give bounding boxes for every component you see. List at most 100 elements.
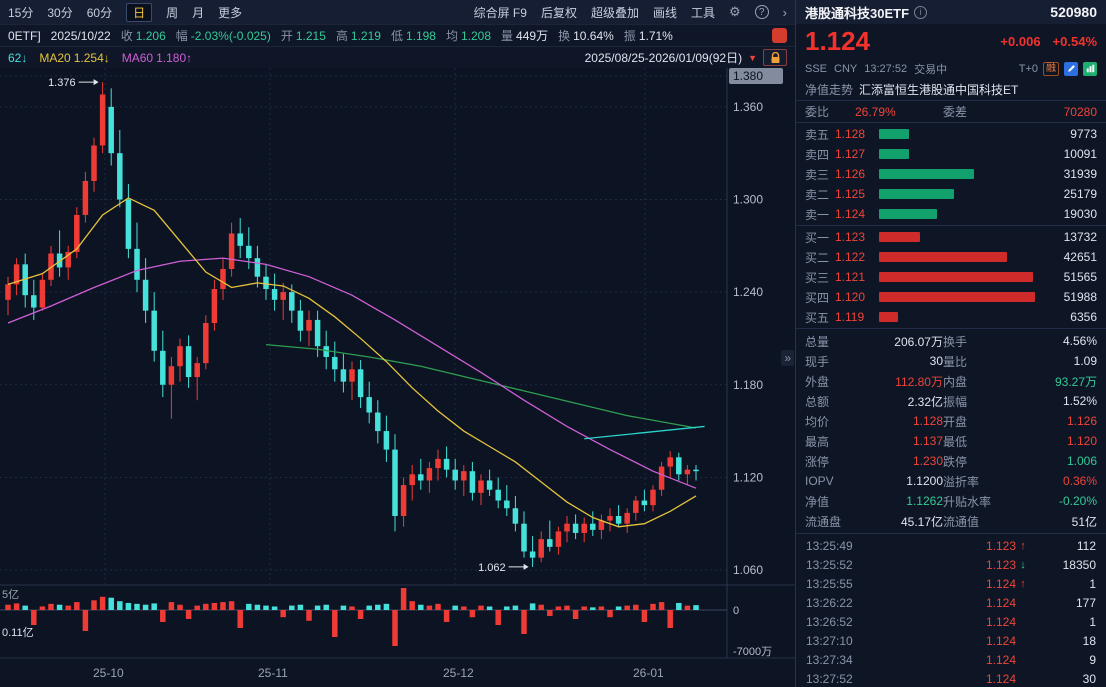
tool-画线[interactable]: 画线 bbox=[652, 5, 677, 20]
flow-axis-labels: 5亿 0.11亿 0 -7000万 bbox=[2, 588, 772, 658]
info-item: 振 1.71% bbox=[624, 27, 673, 44]
bid-row[interactable]: 买四 1.120 51988 bbox=[796, 287, 1106, 307]
ask-row[interactable]: 卖三 1.126 31939 bbox=[796, 164, 1106, 184]
tool-后复权[interactable]: 后复权 bbox=[540, 5, 577, 20]
tick-time: 13:25:55 bbox=[806, 576, 853, 591]
timeframe-tab-15分[interactable]: 15分 bbox=[8, 5, 34, 20]
trend-line bbox=[584, 425, 705, 440]
divider bbox=[796, 328, 1106, 329]
candlestick-chart[interactable]: 1.380 1.360 1.300 1.240 1.180 1.120 1.060 5亿 0.1… bbox=[0, 68, 795, 660]
caret-down-icon[interactable]: ▼ bbox=[748, 52, 757, 63]
info-value: 10.64% bbox=[573, 28, 614, 43]
tool-综合屏 F9[interactable]: 综合屏 F9 bbox=[473, 5, 527, 20]
x-axis-label: 25-10 bbox=[93, 666, 124, 680]
price-change-pct: +0.54% bbox=[1052, 33, 1097, 49]
tick-volume: 177 bbox=[1075, 595, 1096, 610]
tick-time: 13:26:52 bbox=[806, 614, 853, 629]
ma60-line bbox=[7, 257, 697, 489]
lock-button[interactable] bbox=[763, 49, 787, 66]
tool-超级叠加[interactable]: 超级叠加 bbox=[590, 5, 639, 20]
ask-row[interactable]: 卖一 1.124 19030 bbox=[796, 204, 1106, 224]
tick-time: 13:27:10 bbox=[806, 633, 853, 648]
ma-item: 62↓ bbox=[8, 51, 27, 65]
bid-label: 买一 bbox=[805, 230, 830, 245]
ask-price: 1.128 bbox=[835, 127, 866, 141]
panel-expander[interactable]: » bbox=[781, 350, 794, 366]
timeframe-tab-日[interactable]: 日 bbox=[126, 2, 153, 22]
margin-chip[interactable]: 融 bbox=[1043, 61, 1059, 76]
exchange-label: SSE bbox=[805, 62, 828, 75]
edit-icon[interactable] bbox=[1064, 61, 1078, 76]
help-icon[interactable]: ? bbox=[754, 5, 769, 19]
ma-label: MA20 bbox=[39, 50, 71, 65]
tool-工具[interactable]: 工具 bbox=[690, 5, 715, 20]
stat-value: 1.137 bbox=[912, 434, 943, 448]
ask-price: 1.127 bbox=[835, 147, 866, 161]
ask-volume: 25179 bbox=[1063, 187, 1097, 201]
tick-row: 13:27:34 1.124 9 bbox=[796, 650, 1106, 669]
bid-volume: 6356 bbox=[1070, 310, 1097, 324]
date-range[interactable]: 2025/08/25-2026/01/09(92日) bbox=[584, 51, 743, 65]
bid-row[interactable]: 买一 1.123 13732 bbox=[796, 227, 1106, 247]
quote-panel: 港股通科技30ETF i 520980 1.124 +0.006 +0.54% … bbox=[795, 0, 1106, 687]
chart-canvas[interactable]: 1.380 1.360 1.300 1.240 1.180 1.120 1.060 5亿 0.1… bbox=[0, 68, 795, 660]
weibi-value: 26.79% bbox=[855, 104, 896, 119]
info-icon[interactable]: i bbox=[914, 5, 928, 19]
svg-text:0: 0 bbox=[733, 605, 739, 617]
svg-text:1.300: 1.300 bbox=[733, 193, 763, 207]
bid-row[interactable]: 买三 1.121 51565 bbox=[796, 267, 1106, 287]
stat-label: 净值 bbox=[805, 494, 830, 509]
market-meta-row: SSE CNY 13:27:52 交易中 T+0 融 bbox=[796, 58, 1106, 79]
level2-icon[interactable] bbox=[1083, 61, 1097, 76]
bid-volume: 42651 bbox=[1063, 250, 1097, 264]
ask-row[interactable]: 卖五 1.128 9773 bbox=[796, 124, 1106, 144]
tick-volume: 9 bbox=[1089, 652, 1096, 667]
bid-price: 1.119 bbox=[835, 310, 865, 324]
stat-label: 最低 bbox=[943, 434, 968, 449]
stat-value: 0.36% bbox=[1062, 474, 1097, 488]
lock-icon bbox=[771, 51, 779, 63]
ask-row[interactable]: 卖二 1.125 25179 bbox=[796, 184, 1106, 204]
info-value: 1.198 bbox=[405, 28, 436, 43]
info-item: 低 1.198 bbox=[391, 27, 436, 44]
info-item: 量 449万 bbox=[501, 27, 548, 44]
timeframe-tab-30分[interactable]: 30分 bbox=[47, 5, 73, 20]
timeframe-tab-更多[interactable]: 更多 bbox=[218, 5, 243, 20]
stats-grid: 总量 206.07万 换手 4.56% 现手 30 量比 1.09 外盘 112.80万 内盘 93.… bbox=[796, 329, 1106, 533]
bid-label: 买五 bbox=[805, 310, 830, 325]
ask-row[interactable]: 卖四 1.127 10091 bbox=[796, 144, 1106, 164]
ask-depth-bar bbox=[879, 209, 937, 219]
tick-volume: 18 bbox=[1082, 633, 1096, 648]
stat-label: 跌停 bbox=[943, 454, 968, 469]
x-axis-label: 25-12 bbox=[443, 666, 474, 680]
info-label: 幅 bbox=[175, 29, 188, 43]
stat-row: 涨停 1.230 跌停 1.006 bbox=[796, 451, 1106, 471]
bid-bar-wrap bbox=[879, 292, 1035, 302]
weibi-label: 委比 bbox=[805, 105, 830, 119]
ask-label: 卖四 bbox=[805, 147, 830, 162]
chevron-right-icon[interactable]: › bbox=[782, 4, 787, 20]
bid-row[interactable]: 买五 1.119 6356 bbox=[796, 307, 1106, 327]
stat-label: 外盘 bbox=[805, 374, 830, 389]
info-item: 均 1.208 bbox=[446, 27, 491, 44]
info-value: 1.71% bbox=[638, 28, 673, 43]
info-item: 收 1.206 bbox=[121, 27, 166, 44]
nav-fund-name[interactable]: 汇添富恒生港股通中国科技ET bbox=[859, 83, 1019, 97]
timeframe-tab-60分[interactable]: 60分 bbox=[86, 5, 113, 20]
stat-value: 1.120 bbox=[1066, 434, 1097, 448]
timeframe-tab-月[interactable]: 月 bbox=[192, 5, 205, 20]
ma-long-line bbox=[265, 343, 697, 429]
gear-icon[interactable]: ⚙ bbox=[729, 4, 741, 19]
bid-row[interactable]: 买二 1.122 42651 bbox=[796, 247, 1106, 267]
red-badge-icon[interactable] bbox=[772, 28, 787, 43]
tick-volume: 30 bbox=[1082, 671, 1096, 686]
bid-bar-wrap bbox=[879, 252, 1035, 262]
info-item: 高 1.219 bbox=[336, 27, 381, 44]
svg-text:1.120: 1.120 bbox=[733, 470, 763, 484]
tick-price: 1.124 bbox=[985, 576, 1016, 591]
stat-row: 现手 30 量比 1.09 bbox=[796, 351, 1106, 371]
timeframe-tab-周[interactable]: 周 bbox=[166, 5, 179, 20]
info-value: 0ETF] bbox=[8, 28, 41, 43]
ma-legend-bar: 62↓ MA20 1.254↓ MA60 1.180↑ 2025/08/25-2026/… bbox=[0, 46, 795, 68]
